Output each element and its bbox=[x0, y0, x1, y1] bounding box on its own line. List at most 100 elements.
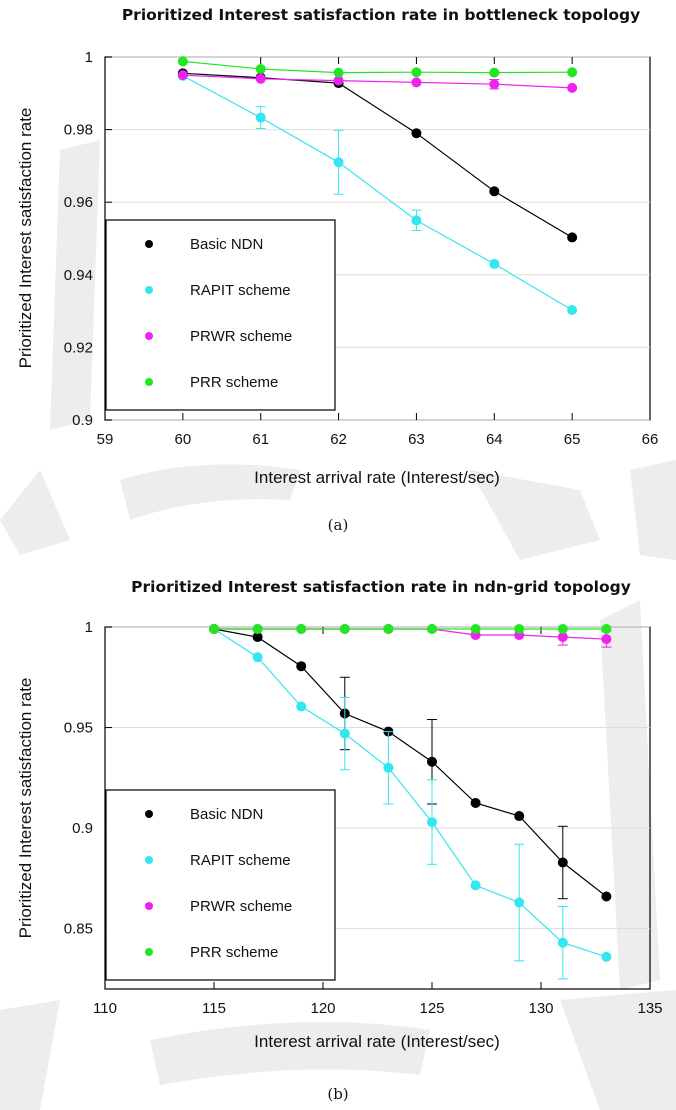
chart-b-series-basic-ndn bbox=[209, 624, 612, 902]
chart-a-data-point bbox=[489, 79, 500, 90]
chart-b-y-tick-label: 0.9 bbox=[72, 820, 93, 837]
chart-a-series-line bbox=[182, 60, 573, 74]
chart-b-data-point bbox=[601, 891, 612, 902]
chart-a-title: Prioritized Interest satisfaction rate i… bbox=[122, 6, 640, 24]
chart-b-data-point bbox=[557, 937, 568, 948]
chart-a-x-tick-label: 62 bbox=[330, 431, 347, 448]
chart-b-series-line bbox=[214, 628, 607, 640]
chart-a-series-prwr-scheme bbox=[177, 70, 578, 93]
chart-b-legend-label: PRWR scheme bbox=[190, 898, 292, 915]
chart-a-legend-label: PRWR scheme bbox=[190, 328, 292, 345]
chart-b-y-tick-label: 0.95 bbox=[64, 720, 93, 737]
chart-a-legend-marker bbox=[145, 240, 153, 248]
chart-b-y-axis-label: Prioritized Interest satisfaction rate bbox=[16, 678, 35, 939]
chart-a-legend-marker bbox=[145, 378, 153, 386]
chart-b-data-point bbox=[427, 624, 437, 635]
chart-panel-a: Prioritized Interest satisfaction rate i… bbox=[16, 6, 659, 534]
chart-b-data-point bbox=[470, 797, 481, 808]
chart-a-legend-box bbox=[105, 219, 336, 411]
chart-a-data-point bbox=[255, 73, 266, 84]
chart-a-x-tick-label: 66 bbox=[642, 431, 659, 448]
chart-b-data-point bbox=[470, 880, 481, 891]
chart-a-y-tick-label: 0.92 bbox=[64, 339, 93, 356]
chart-a-data-point bbox=[333, 67, 344, 78]
chart-a-data-point bbox=[567, 232, 578, 243]
chart-a-series-line bbox=[182, 75, 573, 311]
chart-a-x-tick-label: 63 bbox=[408, 431, 425, 448]
chart-b-data-point bbox=[514, 897, 525, 908]
chart-a-legend-label: Basic NDN bbox=[190, 236, 263, 253]
chart-b-legend-marker bbox=[145, 948, 153, 956]
chart-b-x-tick-label: 110 bbox=[93, 1000, 117, 1017]
chart-a-y-axis-label: Prioritized Interest satisfaction rate bbox=[16, 108, 35, 369]
chart-a-legend-label: PRR scheme bbox=[190, 374, 278, 391]
chart-a-x-tick-label: 61 bbox=[252, 431, 269, 448]
chart-b-data-point bbox=[557, 632, 568, 643]
chart-a-series-line bbox=[182, 72, 573, 238]
chart-b-data-point bbox=[296, 624, 307, 635]
chart-b-title: Prioritized Interest satisfaction rate i… bbox=[131, 578, 631, 596]
chart-b-data-point bbox=[296, 661, 307, 672]
chart-a-svg: Prioritized Interest satisfaction rate i… bbox=[16, 6, 659, 534]
chart-b-data-point bbox=[601, 634, 612, 645]
chart-a-data-point bbox=[255, 63, 266, 74]
chart-a-y-tick-label: 0.94 bbox=[64, 267, 93, 284]
chart-b-caption: (b) bbox=[327, 1085, 348, 1103]
chart-b-legend-marker bbox=[145, 856, 153, 864]
chart-a-data-point bbox=[177, 70, 188, 81]
chart-a-series-basic-ndn bbox=[177, 68, 578, 243]
chart-b-x-tick-label: 125 bbox=[419, 1000, 444, 1017]
chart-a-y-tick-label: 0.9 bbox=[72, 412, 93, 429]
chart-a-x-tick-label: 59 bbox=[97, 431, 114, 448]
chart-b-x-tick-label: 115 bbox=[202, 1000, 226, 1017]
chart-b-legend-box bbox=[105, 789, 336, 981]
chart-a-series-prr-scheme bbox=[177, 56, 578, 78]
chart-b-data-point bbox=[514, 811, 525, 822]
chart-b-data-point bbox=[339, 728, 350, 739]
chart-b-data-point bbox=[209, 624, 219, 635]
chart-b-data-point bbox=[601, 951, 612, 962]
chart-b-data-point bbox=[252, 632, 263, 643]
chart-b-data-point bbox=[557, 624, 568, 635]
chart-b-data-point bbox=[470, 624, 481, 635]
chart-a-data-point bbox=[489, 258, 500, 269]
chart-a-data-point bbox=[333, 75, 344, 86]
chart-panel-b: Prioritized Interest satisfaction rate i… bbox=[0, 560, 676, 1110]
chart-b-data-point bbox=[601, 624, 612, 635]
chart-b-series-rapit-scheme bbox=[209, 624, 612, 980]
chart-a-x-tick-label: 65 bbox=[564, 431, 581, 448]
chart-a-data-point bbox=[489, 186, 500, 197]
chart-b-x-tick-label: 135 bbox=[637, 1000, 662, 1017]
chart-b-y-tick-label: 0.85 bbox=[64, 921, 93, 938]
chart-a-data-point bbox=[411, 77, 422, 88]
chart-a-y-tick-label: 0.98 bbox=[64, 122, 93, 139]
chart-a-x-tick-label: 60 bbox=[175, 431, 192, 448]
chart-a-series-line bbox=[182, 74, 573, 89]
chart-b-legend-marker bbox=[145, 810, 153, 818]
chart-a-data-point bbox=[411, 67, 422, 78]
chart-b-legend-label: PRR scheme bbox=[190, 944, 278, 961]
chart-b-data-point bbox=[427, 756, 437, 767]
chart-b-legend-label: RAPIT scheme bbox=[190, 852, 291, 869]
chart-a-data-point bbox=[333, 157, 344, 168]
chart-b-data-point bbox=[296, 701, 307, 712]
chart-b-data-point bbox=[383, 762, 394, 773]
chart-b-y-tick-label: 1 bbox=[85, 619, 93, 636]
chart-b-x-tick-label: 120 bbox=[310, 1000, 335, 1017]
chart-b-data-point bbox=[514, 624, 525, 635]
chart-b-data-point bbox=[339, 624, 350, 635]
chart-b-data-point bbox=[557, 857, 568, 868]
chart-b-x-axis-label: Interest arrival rate (Interest/sec) bbox=[254, 1032, 500, 1051]
chart-b-data-point bbox=[252, 624, 263, 635]
chart-a-x-axis-label: Interest arrival rate (Interest/sec) bbox=[254, 468, 500, 487]
chart-b-svg: Prioritized Interest satisfaction rate i… bbox=[16, 578, 663, 1103]
chart-b-data-point bbox=[427, 817, 437, 828]
chart-a-legend-marker bbox=[145, 332, 153, 340]
chart-a-data-point bbox=[567, 82, 578, 93]
chart-b-data-point bbox=[383, 624, 394, 635]
chart-b-legend-marker bbox=[145, 902, 153, 910]
chart-a-x-tick-label: 64 bbox=[486, 431, 503, 448]
chart-a-data-point bbox=[255, 112, 266, 123]
chart-a-data-point bbox=[567, 305, 578, 316]
chart-b-legend-label: Basic NDN bbox=[190, 806, 263, 823]
